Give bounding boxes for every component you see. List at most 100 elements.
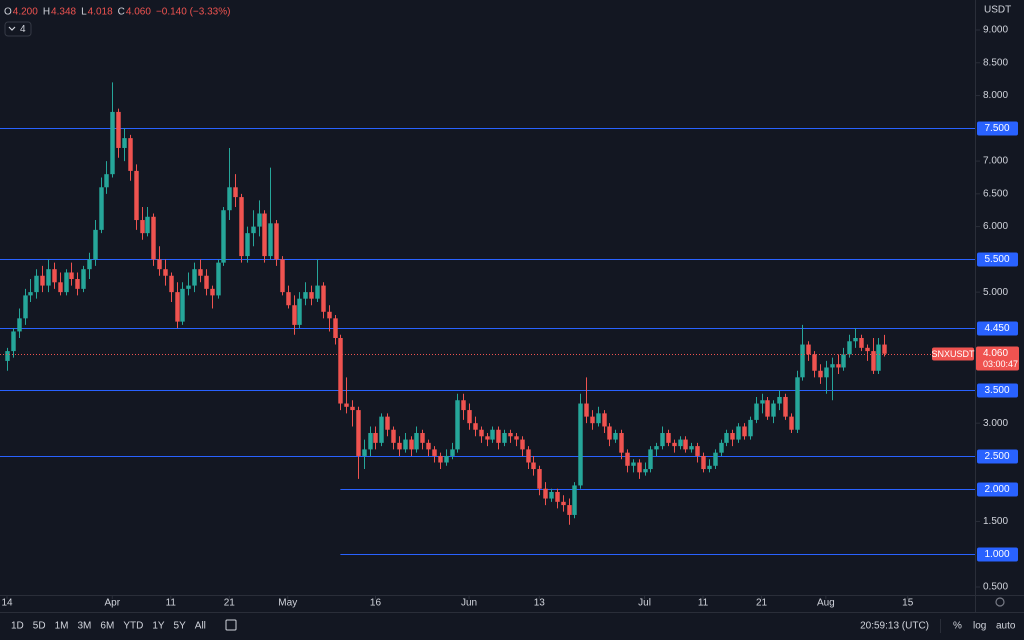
candle-body <box>467 410 472 424</box>
candle-body <box>268 223 273 257</box>
candle-body <box>414 433 419 450</box>
candle-body <box>5 351 10 361</box>
candle-body <box>824 367 829 378</box>
candle-body <box>830 364 835 368</box>
candle-body <box>175 292 180 322</box>
candle-body <box>695 446 700 456</box>
calendar-icon[interactable] <box>225 619 237 631</box>
x-tick-label: 11 <box>166 598 177 609</box>
last-price-label: 4.060 <box>983 348 1008 359</box>
percent-toggle[interactable]: % <box>953 621 962 632</box>
x-tick-label: Aug <box>817 598 835 609</box>
candle-body <box>373 433 378 443</box>
range-button[interactable]: YTD <box>123 621 143 632</box>
candle-body <box>87 259 92 270</box>
candle-body <box>777 396 782 404</box>
candle-body <box>34 275 39 293</box>
candle-body <box>251 226 256 234</box>
candle-body <box>128 138 133 171</box>
candle-body <box>590 416 595 424</box>
candle-body <box>356 410 361 456</box>
settings-icon[interactable] <box>995 597 1005 607</box>
candle-body <box>800 344 805 378</box>
candle-body <box>631 462 636 466</box>
indicator-toggle[interactable] <box>4 21 32 37</box>
candle-body <box>368 433 373 450</box>
legend-l: 4.018 <box>88 7 113 18</box>
candle-body <box>134 170 139 221</box>
candle-body <box>350 406 355 411</box>
plot-area <box>0 82 975 555</box>
candle-body <box>859 337 864 348</box>
candle-body <box>882 344 887 354</box>
y-tick-label: 3.000 <box>983 418 1008 429</box>
y-tick-label: 7.000 <box>983 156 1008 167</box>
candle-body <box>543 488 548 499</box>
candle-body <box>99 187 104 230</box>
range-button[interactable]: 5Y <box>174 621 187 632</box>
candle-body <box>93 229 98 260</box>
candle-body <box>660 433 665 447</box>
range-button[interactable]: 1D <box>11 621 24 632</box>
line-price-box <box>977 482 1018 497</box>
symbol-label: SNXUSDT <box>931 349 975 359</box>
candle-body <box>362 449 367 456</box>
candle-body <box>537 469 542 489</box>
candle-body <box>643 469 648 473</box>
log-toggle[interactable]: log <box>973 621 986 632</box>
candle-body <box>64 272 69 293</box>
range-button[interactable]: 5D <box>33 621 46 632</box>
candle-body <box>760 400 765 404</box>
range-button[interactable]: 6M <box>100 621 114 632</box>
candle-body <box>81 269 86 289</box>
line-price-box <box>977 252 1018 267</box>
candle-body <box>479 429 484 437</box>
y-tick-label: 0.500 <box>983 582 1008 593</box>
candle-body <box>432 449 437 456</box>
candle-body <box>602 413 607 427</box>
candle-body <box>69 272 74 280</box>
candle-body <box>257 213 262 227</box>
candle-body <box>180 288 185 322</box>
range-button[interactable]: 3M <box>78 621 92 632</box>
candle-body <box>40 275 45 286</box>
candle-body <box>409 439 414 450</box>
candle-body <box>391 429 396 443</box>
range-button[interactable]: 1Y <box>152 621 165 632</box>
candle-body <box>28 292 33 296</box>
candle-body <box>338 337 343 404</box>
candle-body <box>344 403 349 407</box>
range-button[interactable]: 1M <box>55 621 69 632</box>
candle-body <box>613 433 618 440</box>
legend-h: 4.348 <box>51 7 76 18</box>
candle-body <box>420 433 425 443</box>
candle-body <box>765 400 770 417</box>
candle-body <box>485 436 490 440</box>
auto-toggle[interactable]: auto <box>996 621 1016 632</box>
y-tick-label: 1.500 <box>983 516 1008 527</box>
candle-body <box>853 337 858 342</box>
candle-body <box>262 213 267 257</box>
candle-body <box>286 292 291 306</box>
candle-body <box>818 370 823 378</box>
candle-body <box>637 462 642 473</box>
candle-body <box>678 439 683 447</box>
line-price-label: 7.500 <box>984 123 1009 134</box>
candle-body <box>379 416 384 443</box>
range-button[interactable]: All <box>195 621 206 632</box>
candle-body <box>596 413 601 424</box>
candle-body <box>46 269 51 286</box>
candle-body <box>403 439 408 450</box>
candle-body <box>730 433 735 440</box>
candle-body <box>847 341 852 355</box>
candle-body <box>871 351 876 371</box>
countdown: 03:00:47 <box>983 359 1018 369</box>
candle-body <box>116 111 121 148</box>
line-price-label: 2.000 <box>984 484 1009 495</box>
candle-body <box>385 416 390 430</box>
line-price-label: 1.000 <box>984 549 1009 560</box>
y-tick-label: 8.500 <box>983 57 1008 68</box>
x-tick-label: May <box>278 598 297 609</box>
legend-c: 4.060 <box>126 7 151 18</box>
